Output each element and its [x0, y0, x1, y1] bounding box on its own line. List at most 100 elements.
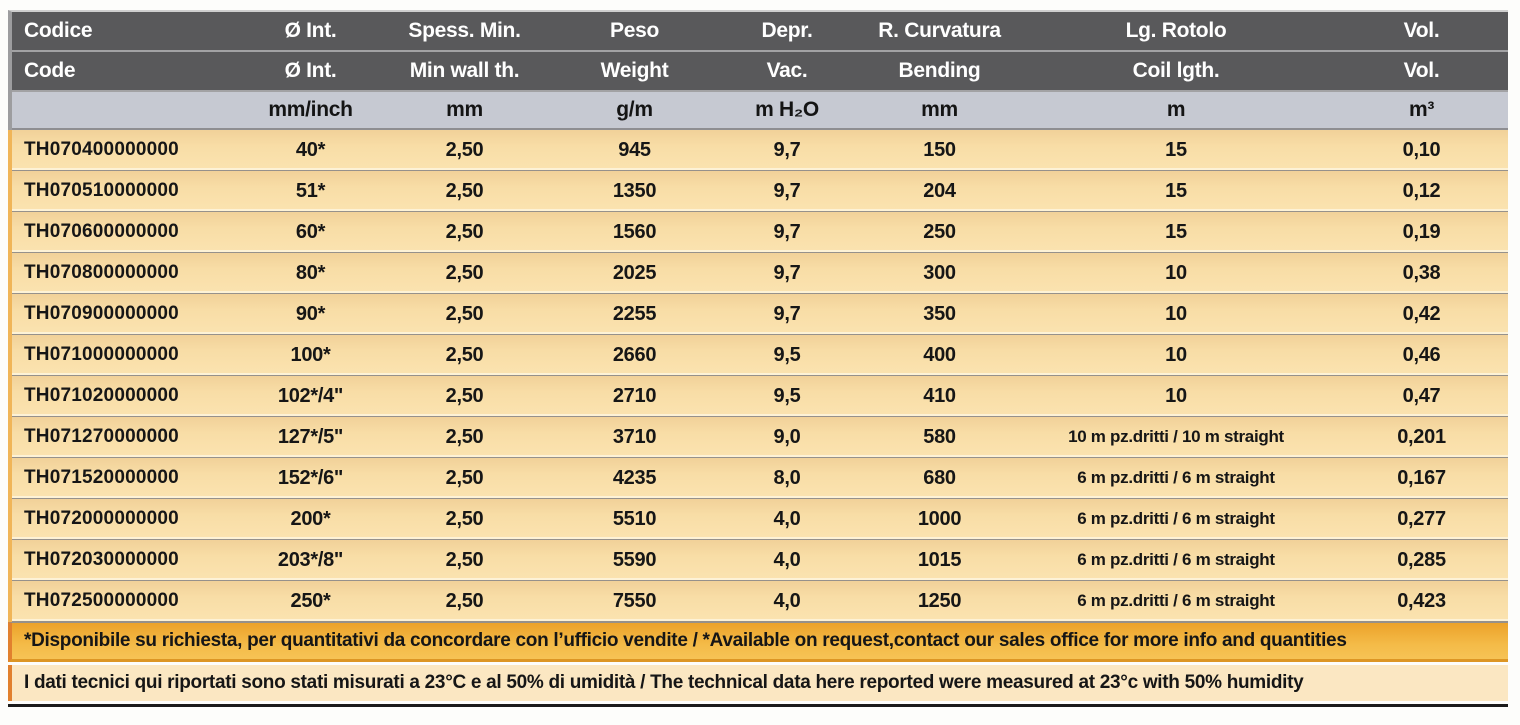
cell-bending: 1250 [917, 589, 962, 612]
cell-vacuum: 9,5 [773, 384, 801, 407]
cell-code: TH071270000000 [24, 426, 179, 447]
header-volume-it: Vol. [1403, 19, 1440, 42]
unit-diameter: mm/inch [268, 98, 353, 121]
table-header: Codice Ø Int. Spess. Min. Peso Depr. R. … [8, 10, 1508, 130]
header-volume-en: Vol. [1403, 59, 1440, 82]
header-diameter-it: Ø Int. [284, 19, 337, 42]
cell-wall: 2,50 [445, 589, 484, 612]
cell-code: TH071520000000 [24, 467, 179, 488]
cell-weight: 7550 [612, 589, 657, 612]
cell-vacuum: 9,7 [773, 179, 801, 202]
cell-diameter: 200* [290, 507, 331, 530]
cell-diameter: 51* [295, 179, 326, 202]
spec-table: Codice Ø Int. Spess. Min. Peso Depr. R. … [8, 10, 1508, 707]
table-row: TH071000000000 100* 2,50 2660 9,5 400 10… [12, 335, 1508, 376]
cell-diameter: 127*/5" [277, 425, 344, 448]
cell-code: TH070800000000 [24, 262, 179, 283]
cell-diameter: 152*/6" [277, 466, 344, 489]
cell-wall: 2,50 [445, 220, 484, 243]
cell-wall: 2,50 [445, 179, 484, 202]
table-row: TH072030000000 203*/8" 2,50 5590 4,0 101… [12, 540, 1508, 581]
cell-wall: 2,50 [445, 466, 484, 489]
header-wall-it: Spess. Min. [408, 19, 521, 42]
table-row: TH070400000000 40* 2,50 945 9,7 150 15 0… [12, 130, 1508, 171]
cell-wall: 2,50 [445, 302, 484, 325]
cell-diameter: 102*/4" [277, 384, 344, 407]
cell-diameter: 90* [295, 302, 326, 325]
table-row: TH070510000000 51* 2,50 1350 9,7 204 15 … [12, 171, 1508, 212]
table-row: TH070800000000 80* 2,50 2025 9,7 300 10 … [12, 253, 1508, 294]
header-bending-it: R. Curvatura [878, 19, 1001, 42]
cell-diameter: 250* [290, 589, 331, 612]
cell-coil: 10 m pz.dritti / 10 m straight [1068, 427, 1284, 446]
table-row: TH072500000000 250* 2,50 7550 4,0 1250 6… [12, 581, 1508, 622]
cell-code: TH072000000000 [24, 508, 179, 529]
cell-bending: 300 [923, 261, 956, 284]
cell-bending: 580 [923, 425, 956, 448]
cell-weight: 1350 [612, 179, 657, 202]
cell-volume: 0,10 [1402, 138, 1441, 161]
cell-coil: 10 [1165, 384, 1187, 407]
cell-weight: 2025 [612, 261, 657, 284]
cell-volume: 0,47 [1402, 384, 1441, 407]
cell-code: TH070510000000 [24, 180, 179, 201]
table-row: TH071520000000 152*/6" 2,50 4235 8,0 680… [12, 458, 1508, 499]
cell-volume: 0,423 [1397, 589, 1446, 612]
cell-coil: 10 [1165, 302, 1187, 325]
header-weight-it: Peso [610, 19, 659, 42]
cell-weight: 945 [618, 138, 651, 161]
cell-coil: 6 m pz.dritti / 6 m straight [1077, 550, 1275, 569]
cell-weight: 2660 [612, 343, 657, 366]
cell-diameter: 80* [295, 261, 326, 284]
cell-wall: 2,50 [445, 261, 484, 284]
cell-vacuum: 9,7 [773, 261, 801, 284]
cell-volume: 0,12 [1402, 179, 1441, 202]
unit-coil: m [1166, 98, 1186, 121]
cell-bending: 250 [923, 220, 956, 243]
cell-code: TH070600000000 [24, 221, 179, 242]
cell-wall: 2,50 [445, 138, 484, 161]
cell-weight: 5590 [612, 548, 657, 571]
cell-volume: 0,201 [1397, 425, 1446, 448]
cell-vacuum: 4,0 [773, 548, 801, 571]
cell-coil: 10 [1165, 343, 1187, 366]
cell-wall: 2,50 [445, 548, 484, 571]
cell-volume: 0,19 [1402, 220, 1441, 243]
cell-bending: 204 [923, 179, 956, 202]
cell-coil: 15 [1165, 138, 1187, 161]
cell-volume: 0,38 [1402, 261, 1441, 284]
unit-vacuum: m H₂O [755, 98, 819, 121]
cell-wall: 2,50 [445, 343, 484, 366]
cell-diameter: 203*/8" [277, 548, 344, 571]
cell-vacuum: 4,0 [773, 589, 801, 612]
cell-vacuum: 9,7 [773, 302, 801, 325]
cell-diameter: 100* [290, 343, 331, 366]
cell-coil: 6 m pz.dritti / 6 m straight [1077, 468, 1275, 487]
cell-vacuum: 9,7 [773, 138, 801, 161]
cell-bending: 410 [923, 384, 956, 407]
table-row: TH070600000000 60* 2,50 1560 9,7 250 15 … [12, 212, 1508, 253]
cell-weight: 1560 [612, 220, 657, 243]
cell-volume: 0,46 [1402, 343, 1441, 366]
cell-weight: 2255 [612, 302, 657, 325]
cell-code: TH072030000000 [24, 549, 179, 570]
header-code-en: Code [24, 59, 76, 82]
table-row: TH071270000000 127*/5" 2,50 3710 9,0 580… [12, 417, 1508, 458]
header-vacuum-it: Depr. [761, 19, 813, 42]
cell-code: TH071020000000 [24, 385, 179, 406]
availability-note: *Disponibile su richiesta, per quantitat… [8, 622, 1508, 662]
header-code-it: Codice [24, 19, 93, 42]
cell-wall: 2,50 [445, 384, 484, 407]
table-row: TH070900000000 90* 2,50 2255 9,7 350 10 … [12, 294, 1508, 335]
cell-vacuum: 4,0 [773, 507, 801, 530]
header-coil-it: Lg. Rotolo [1125, 19, 1227, 42]
cell-bending: 400 [923, 343, 956, 366]
units-row: mm/inch mm g/m m H₂O mm m m³ [12, 92, 1508, 130]
header-row-italian: Codice Ø Int. Spess. Min. Peso Depr. R. … [12, 12, 1508, 52]
cell-bending: 1000 [917, 507, 962, 530]
bottom-rule [8, 704, 1508, 707]
table-row: TH072000000000 200* 2,50 5510 4,0 1000 6… [12, 499, 1508, 540]
cell-vacuum: 8,0 [773, 466, 801, 489]
header-coil-en: Coil lgth. [1132, 59, 1220, 82]
unit-bending: mm [921, 98, 958, 121]
